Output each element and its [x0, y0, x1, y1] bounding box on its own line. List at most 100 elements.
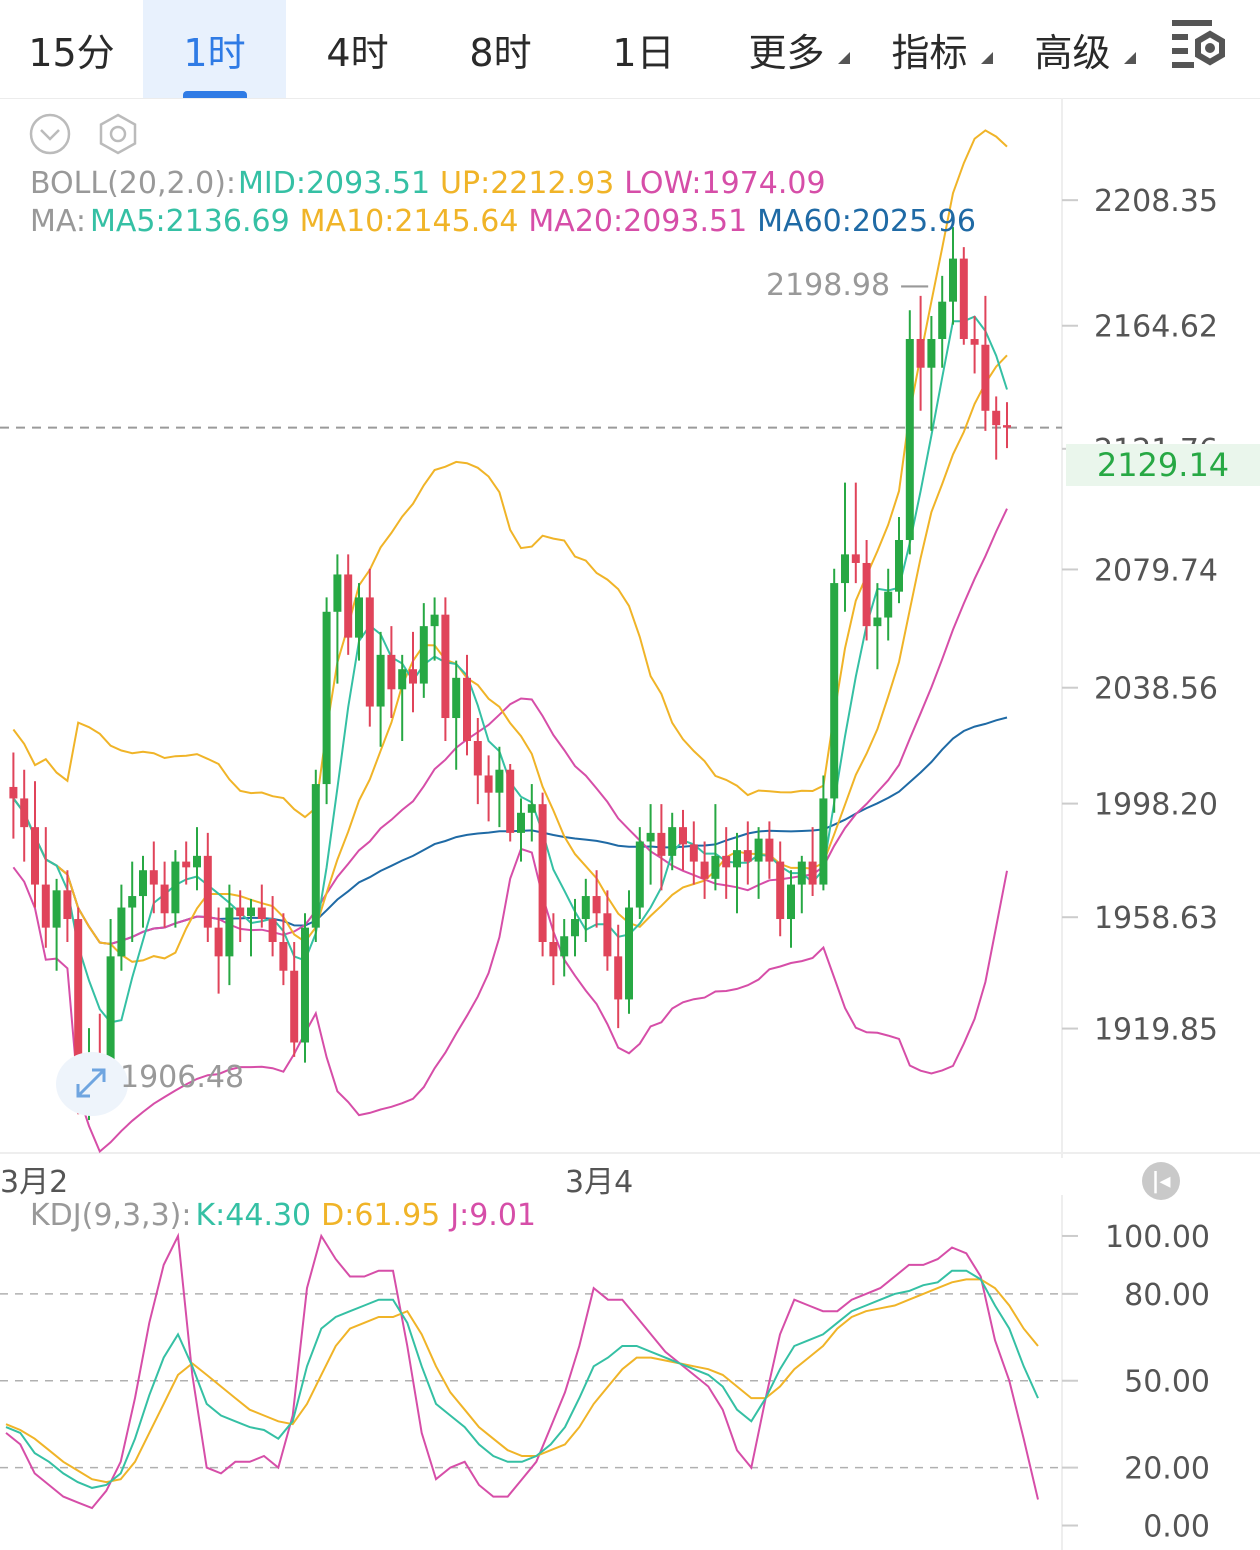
candle-body	[506, 769, 515, 833]
candle-body	[603, 913, 612, 957]
kdj-tick-label: 100.00	[1105, 1220, 1210, 1255]
ma20-line	[12, 508, 1008, 946]
candle-body	[873, 617, 882, 627]
tab-5[interactable]: 更多	[715, 0, 858, 98]
candle-body	[754, 838, 763, 862]
tab-6[interactable]: 指标	[858, 0, 1001, 98]
candle-body	[689, 844, 698, 862]
y-tick-label: 2164.62	[1094, 310, 1218, 345]
tab-label: 高级	[1034, 30, 1111, 75]
candle-body	[992, 410, 1001, 426]
tab-label: 更多	[748, 30, 825, 75]
tab-2[interactable]: 4时	[286, 0, 429, 98]
tab-0[interactable]: 15分	[0, 0, 143, 98]
candle-body	[851, 554, 860, 563]
candle-body	[333, 574, 342, 612]
candle-body	[625, 907, 633, 1000]
candle-body	[160, 884, 169, 914]
candle-body	[797, 861, 806, 885]
kdj-j-line	[5, 1232, 1039, 1510]
candle-body	[733, 850, 741, 868]
dropdown-caret-icon	[981, 52, 993, 64]
tab-label: 15分	[28, 30, 115, 75]
candle-body	[646, 832, 655, 842]
candle-body	[387, 654, 396, 690]
high-price-label: 2198.98 —	[766, 268, 930, 303]
candle-body	[430, 614, 439, 627]
candle-body	[311, 784, 320, 928]
tab-label: 1时	[183, 30, 246, 75]
kdj-d: D:61.95	[321, 1198, 441, 1233]
kdj-legend: KDJ(9,3,3): K:44.30 D:61.95 J:9.01	[30, 1198, 546, 1233]
tab-1[interactable]: 1时	[143, 0, 286, 98]
candle-body	[182, 861, 191, 868]
expand-arrows-icon[interactable]	[56, 1052, 128, 1116]
candle-body	[52, 890, 61, 928]
ma60-value: MA60:2025.96	[757, 204, 976, 239]
kdj-tick-label: 80.00	[1124, 1278, 1210, 1313]
candle-body	[117, 907, 126, 957]
candle-body	[193, 855, 201, 868]
tab-label: 4时	[326, 30, 389, 75]
tab-label: 8时	[469, 30, 532, 75]
kdj-chart[interactable]: 100.00 80.00 50.00 20.00 0.00	[0, 1195, 1260, 1550]
boll-mid: MID:2093.51	[238, 166, 431, 201]
y-tick-label: 2038.56	[1094, 672, 1218, 707]
candle-body	[981, 344, 990, 411]
candle-body	[495, 769, 504, 793]
candle-body	[419, 626, 428, 684]
interval-tab-bar: 15分 1时 4时 8时 1日 更多 指标 高级	[0, 0, 1260, 99]
candle-body	[149, 870, 158, 885]
active-tab-indicator	[182, 91, 247, 98]
hexagon-gear-icon[interactable]	[96, 112, 140, 156]
candle-body	[398, 669, 407, 690]
tab-4[interactable]: 1日	[572, 0, 715, 98]
candle-body	[214, 927, 223, 957]
boll-lower-line	[12, 847, 1008, 1154]
candle-body	[41, 884, 50, 928]
tab-7[interactable]: 高级	[1001, 0, 1144, 98]
candle-body	[225, 907, 234, 957]
chevron-down-circle-icon[interactable]	[28, 112, 72, 156]
kdj-k-line	[5, 1269, 1039, 1489]
candle-body	[279, 942, 288, 971]
candle-body	[538, 804, 547, 942]
candle-body	[862, 562, 871, 627]
tab-label: 指标	[891, 30, 968, 75]
candle-body	[949, 258, 957, 302]
candle-body	[905, 339, 914, 540]
candle-body	[473, 741, 482, 776]
candle-body	[290, 970, 299, 1043]
candle-body	[743, 850, 752, 862]
kdj-label: KDJ(9,3,3):	[30, 1198, 192, 1233]
candle-body	[808, 861, 817, 885]
kdj-tick-label: 0.00	[1143, 1510, 1210, 1545]
candle-body	[344, 574, 353, 638]
dropdown-caret-icon	[1124, 52, 1136, 64]
tab-label: 1日	[612, 30, 675, 75]
chart-settings-icon[interactable]	[1168, 14, 1234, 80]
candle-body	[560, 936, 569, 957]
x-label-0: 3月2	[0, 1165, 69, 1200]
y-tick-label: 1998.20	[1094, 788, 1218, 823]
y-tick-label: 1919.85	[1094, 1013, 1218, 1048]
candle-body	[657, 832, 666, 856]
ma-legend: MA: MA5:2136.69 MA10:2145.64 MA20:2093.51 MA…	[30, 204, 986, 239]
ma5-line	[12, 315, 1008, 1024]
candle-body	[722, 855, 731, 868]
candlestick-chart[interactable]: 2208.352164.622121.762079.742038.561998.…	[0, 98, 1260, 1158]
tab-3[interactable]: 8时	[429, 0, 572, 98]
candle-body	[527, 804, 536, 813]
candle-body	[376, 654, 385, 707]
candle-body	[441, 614, 450, 719]
low-price-label: 1906.48	[120, 1060, 245, 1095]
candle-body	[1003, 425, 1011, 428]
dropdown-caret-icon	[838, 52, 850, 64]
candle-body	[830, 583, 839, 799]
candle-body	[74, 919, 83, 1109]
back-to-latest-icon[interactable]: |◂	[1142, 1162, 1180, 1200]
candle-body	[171, 861, 180, 914]
boll-legend: BOLL(20,2.0):MID:2093.51 UP:2212.93 LOW:19…	[30, 166, 836, 201]
candle-body	[711, 855, 720, 879]
candle-body	[247, 907, 255, 917]
